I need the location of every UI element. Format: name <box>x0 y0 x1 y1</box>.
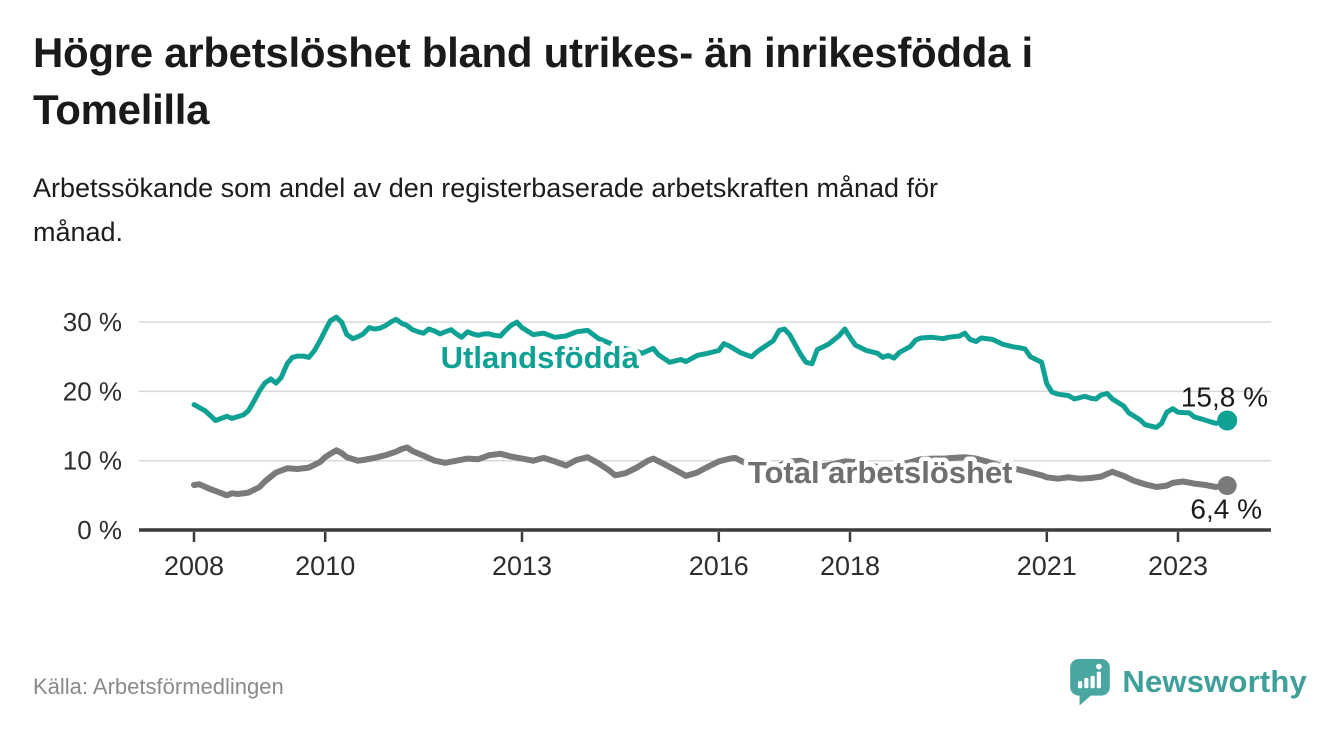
y-tick-label: 20 % <box>63 376 122 406</box>
x-tick-label: 2018 <box>820 551 880 581</box>
x-tick-label: 2008 <box>164 551 224 581</box>
series-end-dot-0 <box>1217 410 1238 431</box>
x-tick-label: 2023 <box>1148 551 1208 581</box>
y-tick-label: 30 % <box>63 307 122 337</box>
series-label-0: Utlandsfödda <box>441 340 640 375</box>
series-end-value-0: 15,8 % <box>1181 382 1268 413</box>
newsworthy-logo: Newsworthy <box>1069 658 1307 706</box>
series-line-1 <box>191 444 1231 499</box>
series-end-dot-1 <box>1217 476 1237 496</box>
series-label-1: Total arbetslöshet <box>748 455 1013 490</box>
y-tick-label: 0 % <box>77 515 122 545</box>
chart-subtitle-line1: Arbetssökande som andel av den registerb… <box>33 173 939 203</box>
line-chart: 0 % 10 % 20 % 30 % 2008 2010 2013 2016 2018 2021 2… <box>63 307 1271 581</box>
newsworthy-logo-icon <box>1070 659 1111 706</box>
series-end-value-1: 6,4 % <box>1190 494 1262 525</box>
series-line-0 <box>191 314 1230 430</box>
chart-title-line2: Tomelilla <box>33 86 210 133</box>
x-tick-label: 2021 <box>1017 551 1077 581</box>
newsworthy-logo-text: Newsworthy <box>1122 664 1307 699</box>
chart-subtitle: Arbetssökande som andel av den registerb… <box>33 166 1293 254</box>
chart-title-line1: Högre arbetslöshet bland utrikes- än inr… <box>33 29 1033 76</box>
y-tick-label: 10 % <box>63 446 122 476</box>
source-note: Källa: Arbetsförmedlingen <box>33 674 284 699</box>
chart-title: Högre arbetslöshet bland utrikes- än inr… <box>33 24 1293 138</box>
x-tick-label: 2016 <box>689 551 749 581</box>
chart-subtitle-line2: månad. <box>33 217 124 247</box>
x-tick-label: 2013 <box>492 551 552 581</box>
x-tick-label: 2010 <box>295 551 355 581</box>
